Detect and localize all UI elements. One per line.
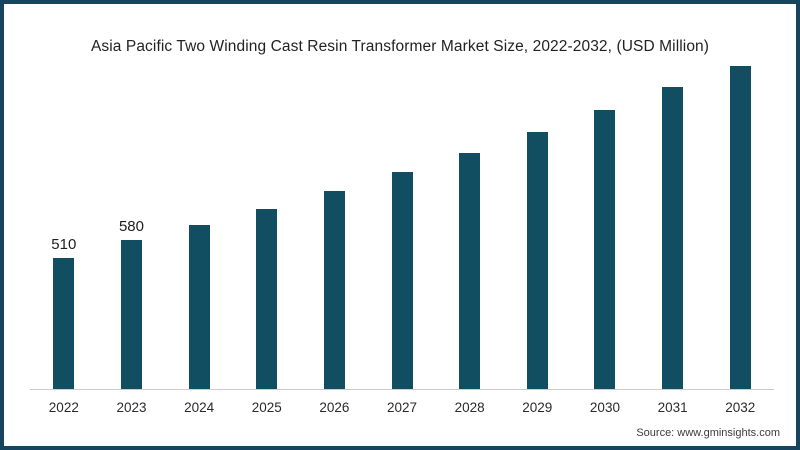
bar-group: 2027: [368, 44, 436, 415]
bar: [323, 191, 345, 389]
bar: [729, 65, 751, 389]
x-axis-tick-label: 2032: [725, 400, 756, 415]
source-credit: Source: www.gminsights.com: [636, 427, 780, 439]
x-axis-tick-label: 2027: [387, 400, 418, 415]
chart-title: Asia Pacific Two Winding Cast Resin Tran…: [90, 38, 710, 55]
bar: [526, 132, 548, 389]
x-axis-tick-label: 2031: [657, 400, 688, 415]
plot-area: 510 2022 580 2023 2024 2025 2026 2027 20…: [30, 44, 774, 415]
bar: [459, 153, 481, 389]
bar-group: 2025: [233, 44, 301, 415]
x-axis-tick-label: 2029: [522, 400, 553, 415]
bar: [120, 240, 142, 389]
bar-group: 2028: [436, 44, 504, 415]
bar-group: 2032: [706, 44, 774, 415]
bar: [53, 258, 75, 389]
bar-group: 2030: [571, 44, 639, 415]
x-axis-tick-label: 2024: [184, 400, 215, 415]
bar: [188, 225, 210, 389]
bar: [594, 110, 616, 389]
bar: [662, 87, 684, 389]
x-axis-tick-label: 2022: [48, 400, 79, 415]
x-axis-tick-label: 2030: [589, 400, 620, 415]
bar-group: 2029: [503, 44, 571, 415]
bar-group: 2026: [301, 44, 369, 415]
bar-group: 580 2023: [98, 44, 166, 415]
bar-value-label: 580: [118, 218, 144, 235]
x-axis-tick-label: 2023: [116, 400, 147, 415]
bar: [391, 172, 413, 389]
bar: [256, 209, 278, 389]
x-axis-tick-label: 2026: [319, 400, 350, 415]
bar-group: 2024: [165, 44, 233, 415]
bar-group: 510 2022: [30, 44, 98, 415]
x-axis-tick-label: 2028: [454, 400, 485, 415]
bar-group: 2031: [639, 44, 707, 415]
bar-value-label: 510: [51, 236, 77, 253]
x-axis-tick-label: 2025: [251, 400, 282, 415]
